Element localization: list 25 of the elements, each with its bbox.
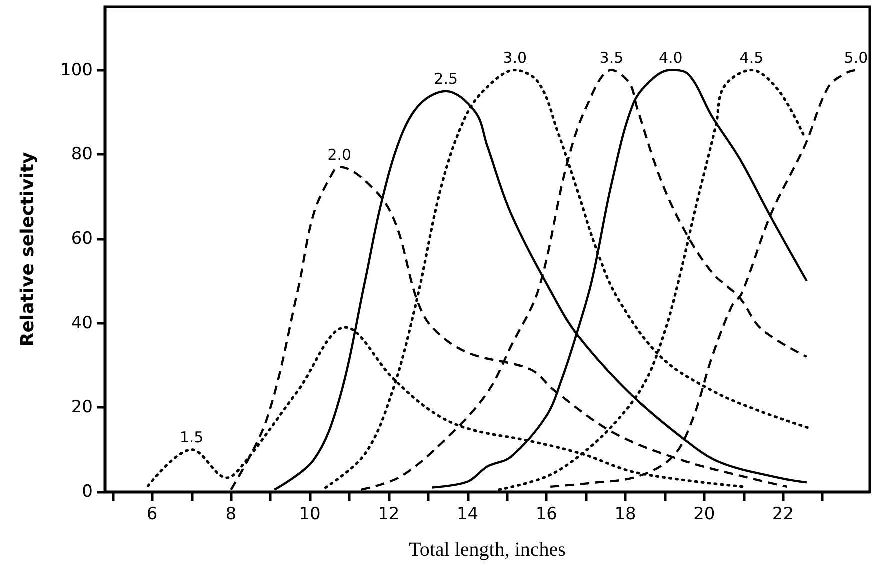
y-tick-label: 0 [82, 482, 93, 502]
annotation: 2.0 [328, 146, 352, 164]
x-axis-title: Total length, inches [409, 539, 566, 561]
annotation: 3.5 [600, 48, 624, 67]
y-axis-title: Relative selectivity [18, 152, 38, 347]
x-tick-label: 16 [536, 504, 558, 524]
x-tick-label: 14 [456, 504, 479, 524]
y-tick-label: 80 [71, 144, 93, 165]
y-tick-label: 100 [60, 60, 93, 80]
annotation: 2.5 [434, 70, 458, 88]
x-tick-label: 12 [378, 504, 400, 524]
annotation: 3.0 [503, 48, 528, 67]
x-tick-label: 6 [146, 504, 158, 524]
annotation: 1.5 [180, 428, 204, 446]
annotation: 4.5 [740, 48, 764, 67]
x-tick-label: 20 [694, 504, 716, 524]
x-tick-label: 18 [614, 504, 636, 524]
annotation: 4.0 [658, 48, 683, 67]
x-tick-label: 8 [226, 504, 237, 524]
y-tick-label: 40 [71, 313, 93, 334]
x-tick-label: 10 [299, 504, 321, 524]
x-tick-label: 22 [772, 504, 794, 524]
y-tick-label: 60 [71, 228, 93, 249]
y-tick-label: 20 [71, 398, 93, 418]
annotation: 5.0 [844, 48, 868, 67]
